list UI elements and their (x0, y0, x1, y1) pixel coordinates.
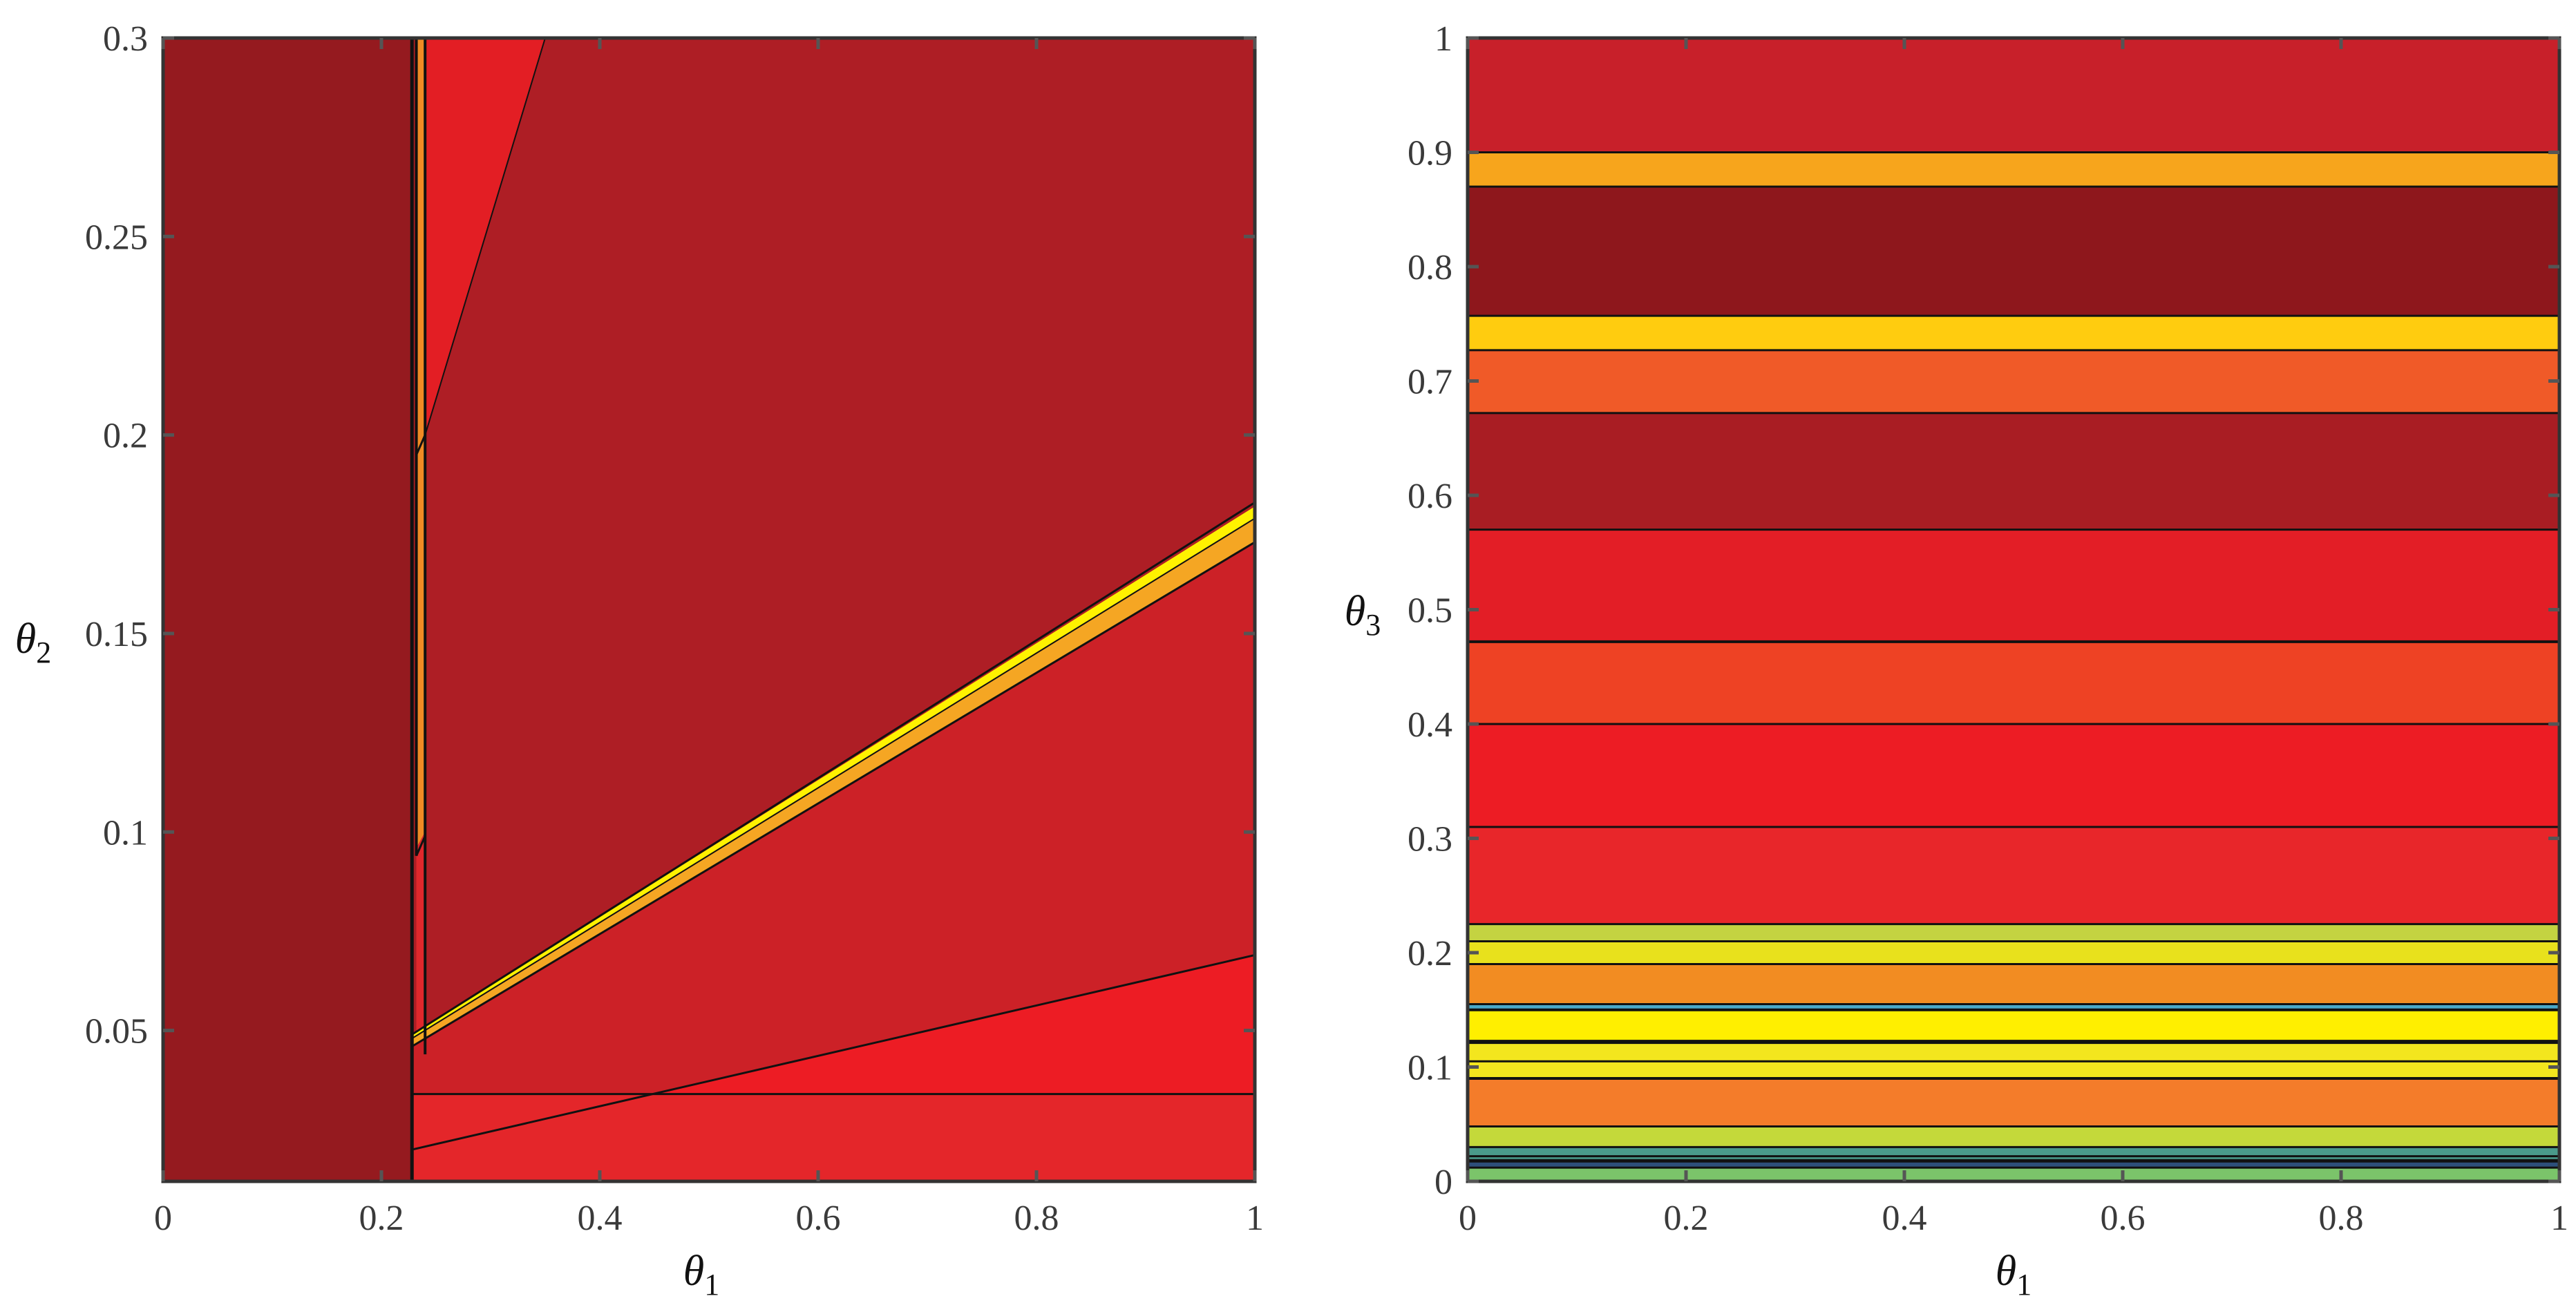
tick-layer: 0 0.2 0.4 0.6 0.8 1 0.05 0.1 0.15 0.2 0.25 0.3 (85, 19, 1264, 1238)
band (1468, 1168, 2559, 1181)
band (1468, 1161, 2559, 1168)
y-tick-label: 0.2 (1408, 934, 1452, 973)
y-tick-label: 0.9 (1408, 134, 1452, 173)
x-axis-label: θ1 (1996, 1248, 2032, 1302)
y-axis-label: θ3 (1345, 588, 1381, 642)
tick-layer: 0 0.2 0.4 0.6 0.8 1 0 0.1 0.2 0.3 0.4 0.5 0.6 0.7 0.8 0… (1408, 19, 2568, 1238)
region (412, 506, 1255, 1039)
x-tick-label: 1 (1246, 1199, 1264, 1238)
band (1468, 941, 2559, 964)
x-tick-label: 0 (1459, 1199, 1477, 1238)
plot-frame (161, 36, 1257, 1183)
band (1468, 641, 2559, 724)
region-boundary (411, 502, 1256, 1036)
band (1468, 152, 2559, 187)
x-tick-label: 0 (154, 1199, 172, 1238)
region-layer (163, 38, 1255, 1181)
x-tick-label: 0.6 (2101, 1199, 2146, 1238)
band (1468, 1078, 2559, 1127)
boundary-layer (410, 37, 1256, 1181)
band (1468, 1126, 2559, 1148)
x-tick-label: 1 (2550, 1199, 2568, 1238)
region-boundary (411, 953, 1256, 1151)
band (1468, 412, 2559, 530)
x-tick-label: 0.4 (1882, 1199, 1927, 1238)
region (163, 38, 413, 1181)
y-tick-label: 0.2 (103, 417, 148, 456)
y-tick-label: 0.3 (1408, 820, 1452, 859)
band (1468, 1147, 2559, 1161)
boundary-layer (1468, 151, 2559, 1169)
band (1468, 316, 2559, 350)
band (1468, 924, 2559, 942)
band (1468, 38, 2559, 153)
x-tick-label: 0.2 (359, 1199, 404, 1238)
y-tick-label: 0.05 (85, 1012, 148, 1051)
y-tick-label: 0.3 (103, 19, 148, 59)
y-tick-label: 0 (1434, 1163, 1452, 1202)
x-tick-label: 0.2 (1664, 1199, 1709, 1238)
band (1468, 187, 2559, 316)
region-boundary (415, 435, 426, 455)
x-tick-label: 0.8 (2319, 1199, 2364, 1238)
y-tick-label: 0.6 (1408, 477, 1452, 516)
chart-theta2-vs-theta1: 0 0.2 0.4 0.6 0.8 1 0.05 0.1 0.15 0.2 0.25 0.3 θ1 θ… (15, 19, 1264, 1302)
y-tick-label: 0.5 (1408, 591, 1452, 631)
region-boundary (415, 835, 426, 857)
region-boundary (411, 541, 1256, 1047)
y-tick-label: 0.8 (1408, 248, 1452, 287)
chart-theta3-vs-theta1: 0 0.2 0.4 0.6 0.8 1 0 0.1 0.2 0.3 0.4 0.5 0.6 0.7 0.8 0… (1345, 19, 2568, 1302)
band (1468, 724, 2559, 827)
region (412, 1094, 1255, 1181)
x-tick-label: 0.8 (1014, 1199, 1059, 1238)
band (1468, 350, 2559, 413)
band (1468, 964, 2559, 1004)
region (412, 518, 1255, 1047)
y-tick-label: 1 (1434, 19, 1452, 59)
band-layer (1468, 38, 2559, 1181)
band (1468, 826, 2559, 924)
x-axis-label: θ1 (683, 1248, 719, 1302)
band (1468, 1004, 2559, 1010)
y-axis-label: θ2 (15, 616, 51, 669)
band (1468, 529, 2559, 642)
y-tick-label: 0.7 (1408, 363, 1452, 402)
x-tick-label: 0.6 (796, 1199, 841, 1238)
y-tick-label: 0.1 (103, 813, 148, 853)
y-tick-label: 0.15 (85, 615, 148, 654)
y-tick-label: 0.25 (85, 218, 148, 257)
region-boundary (424, 37, 546, 435)
x-tick-label: 0.4 (578, 1199, 623, 1238)
band (1468, 1009, 2559, 1045)
y-tick-label: 0.4 (1408, 705, 1452, 745)
region (412, 542, 1255, 1150)
y-tick-label: 0.1 (1408, 1049, 1452, 1088)
region (416, 832, 426, 1055)
region-boundary (411, 517, 1256, 1039)
